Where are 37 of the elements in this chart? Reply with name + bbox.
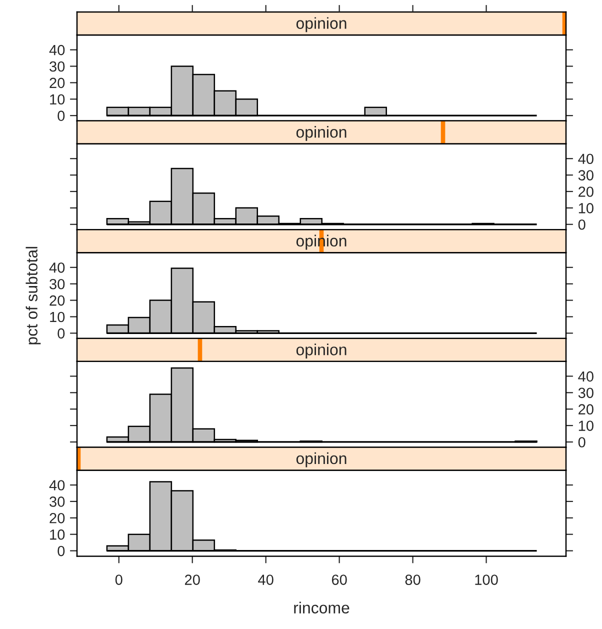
y-tick-label: 20 [50, 512, 65, 524]
y-tick-label: 30 [50, 278, 65, 290]
chart-title: opinion [296, 452, 346, 468]
y-tick-label: 10 [578, 203, 594, 214]
y-tick-label: 10 [50, 94, 65, 105]
chart-title: opinion [296, 344, 346, 358]
x-tick-label: 0 [115, 574, 122, 585]
y-tick-label: 40 [49, 262, 65, 273]
y-tick-label: 0 [578, 219, 586, 230]
x-tick-label: 20 [184, 574, 200, 585]
y-tick-label: 0 [58, 546, 65, 556]
y-tick-label: 30 [50, 496, 65, 507]
x-tick-label: 100 [475, 574, 498, 585]
y-axis-title: pct of subtotal [26, 246, 41, 344]
chart-title: opinion [296, 126, 346, 141]
y-tick-label: 30 [578, 170, 594, 180]
y-tick-label: 40 [578, 154, 594, 164]
y-tick-label: 0 [58, 328, 65, 339]
y-tick-label: 40 [578, 371, 594, 382]
y-tick-label: 10 [578, 420, 594, 431]
y-tick-label: 20 [50, 295, 65, 306]
y-tick-label: 20 [578, 404, 594, 415]
y-tick-label: 40 [49, 44, 65, 56]
y-tick-label: 30 [50, 61, 65, 72]
y-tick-label: 0 [578, 437, 586, 448]
y-tick-label: 10 [50, 312, 65, 322]
y-tick-label: 20 [578, 186, 594, 197]
x-tick-label: 40 [258, 574, 274, 585]
y-tick-label: 30 [578, 388, 594, 398]
y-tick-label: 20 [50, 78, 65, 88]
x-axis-title: rincome [294, 602, 350, 614]
y-tick-label: 0 [58, 110, 65, 121]
chart-title: opinion [296, 17, 346, 32]
y-tick-label: 10 [50, 529, 65, 540]
y-tick-label: 40 [49, 480, 65, 490]
x-tick-label: 60 [332, 574, 347, 585]
x-tick-label: 80 [405, 574, 420, 585]
